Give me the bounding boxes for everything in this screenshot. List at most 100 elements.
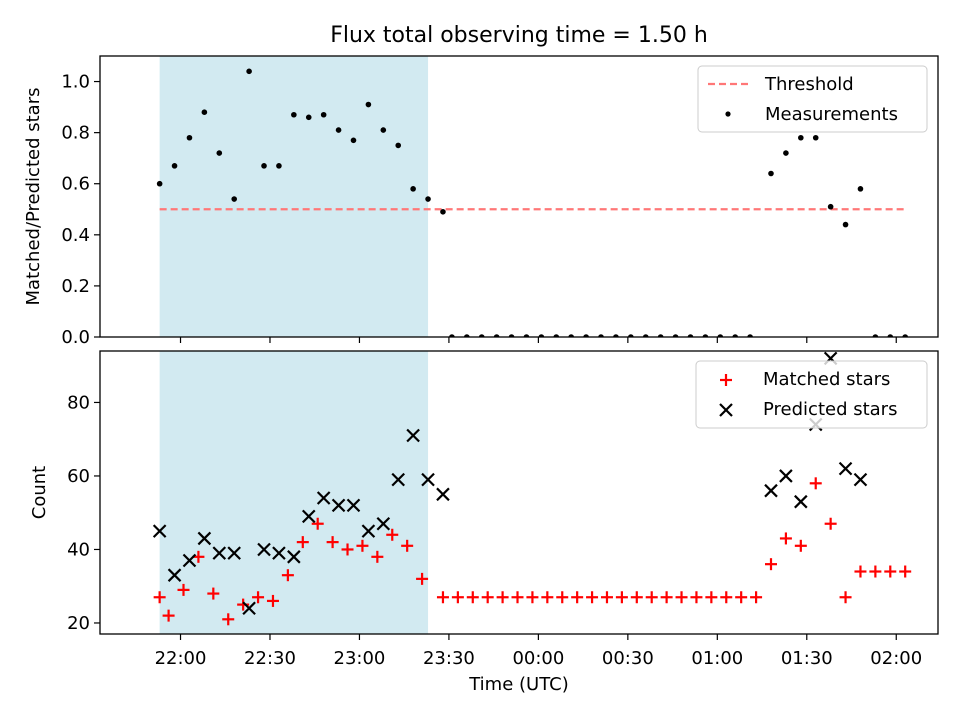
matched-star-point xyxy=(356,539,369,552)
measurement-point xyxy=(887,334,894,337)
y-tick-label: 0.2 xyxy=(61,276,90,297)
measurement-point xyxy=(768,170,774,177)
matched-star-point xyxy=(809,477,822,490)
x-tick-label: 23:00 xyxy=(334,648,386,669)
predicted-star-point xyxy=(853,472,868,487)
measurement-point xyxy=(783,150,789,156)
predicted-star-point xyxy=(331,498,346,513)
measurement-point xyxy=(842,221,849,228)
matched-star-point xyxy=(869,565,882,578)
measurement-point xyxy=(902,334,908,337)
measurement-point xyxy=(523,334,530,337)
measurement-point xyxy=(449,334,455,337)
predicted-star-point xyxy=(794,494,808,509)
x-axis-label: Time (UTC) xyxy=(468,674,569,695)
measurements-legend-swatch xyxy=(725,111,731,117)
measurement-point xyxy=(335,127,342,133)
measurement-point xyxy=(583,334,589,337)
measurement-point xyxy=(553,334,560,337)
matched-star-point xyxy=(371,550,384,563)
matched-star-point xyxy=(511,591,524,604)
matched-star-point xyxy=(481,591,494,604)
predicted-star-point xyxy=(197,531,212,546)
measurement-point xyxy=(628,334,634,337)
measurement-point xyxy=(201,109,208,115)
measurement-point xyxy=(747,334,753,337)
predicted-star-point xyxy=(316,491,331,505)
measurement-point xyxy=(261,163,267,169)
measurement-point xyxy=(305,114,312,121)
measurement-point xyxy=(687,334,694,337)
predicted-star-point xyxy=(346,498,361,513)
x-tick-label: 22:30 xyxy=(244,648,296,669)
matched-star-point xyxy=(571,591,584,604)
measurement-point xyxy=(568,334,574,337)
matched-star-point xyxy=(854,565,867,578)
measurement-point xyxy=(216,150,223,156)
measurements-legend-label: Measurements xyxy=(765,104,898,125)
matched-star-point xyxy=(466,591,479,604)
matched-star-point xyxy=(237,598,250,611)
matched-star-point xyxy=(311,517,324,530)
matched-star-point xyxy=(526,591,539,604)
x-tick-label: 00:00 xyxy=(512,648,564,669)
matched-star-point xyxy=(615,591,628,604)
predicted-star-point xyxy=(764,483,778,498)
predicted-legend-swatch xyxy=(719,403,733,417)
predicted-star-point xyxy=(779,469,793,483)
y-tick-label: 0.6 xyxy=(61,174,90,195)
measurement-point xyxy=(291,111,297,118)
matched-star-point xyxy=(266,594,279,607)
matched-star-point xyxy=(541,591,554,604)
predicted-star-point xyxy=(391,472,405,487)
matched-star-point xyxy=(690,591,703,604)
y-tick-label: 0.0 xyxy=(61,327,90,348)
matched-star-point xyxy=(222,613,235,626)
matched-star-point xyxy=(386,528,399,541)
measurement-point xyxy=(276,163,282,169)
predicted-star-point xyxy=(838,461,853,476)
x-tick-label: 22:00 xyxy=(155,648,207,669)
measurement-point xyxy=(410,186,416,192)
bottom-legend-box xyxy=(695,360,928,429)
measurement-point xyxy=(156,180,163,187)
measurement-point xyxy=(538,334,545,337)
bottom-panel: 20 40 60 80 22:00 22:30 23:00 23:30 00:00 00:30 0… xyxy=(29,350,939,695)
matched-star-point xyxy=(779,532,792,545)
predicted-star-point xyxy=(376,516,391,531)
measurement-point xyxy=(380,127,387,133)
measurement-point xyxy=(493,334,500,337)
matched-star-point xyxy=(153,591,166,604)
matched-star-point xyxy=(177,583,190,596)
measurement-point xyxy=(246,68,252,75)
matched-star-point xyxy=(436,591,449,604)
matched-star-point xyxy=(556,591,569,604)
predicted-star-point xyxy=(272,546,286,560)
matched-star-point xyxy=(207,587,220,600)
matched-star-point xyxy=(252,591,265,604)
matched-star-point xyxy=(884,565,897,578)
top-panel: 0.0 0.2 0.4 0.6 0.8 1.0 Matched/Predicted sta… xyxy=(23,55,939,348)
matched-legend-swatch xyxy=(720,374,732,386)
measurement-point xyxy=(827,203,834,210)
y-tick-label: 1.0 xyxy=(61,72,90,93)
predicted-star-point xyxy=(227,546,241,560)
predicted-star-point xyxy=(361,524,376,538)
matched-star-point xyxy=(705,591,718,604)
predicted-legend-label: Predicted stars xyxy=(763,399,897,420)
y-tick-label: 60 xyxy=(67,466,90,487)
matched-star-point xyxy=(586,591,599,604)
x-tick-label: 23:30 xyxy=(423,648,475,669)
matched-star-point xyxy=(899,565,912,578)
y-tick-label: 0.8 xyxy=(61,123,90,144)
matched-star-point xyxy=(600,591,613,604)
measurement-point xyxy=(478,334,485,337)
matched-star-point xyxy=(660,591,673,604)
measurement-point xyxy=(171,163,178,169)
predicted-star-point xyxy=(167,568,182,582)
y-tick-label: 20 xyxy=(67,613,90,634)
measurement-point xyxy=(598,334,604,337)
measurement-point xyxy=(186,134,193,141)
measurement-point xyxy=(798,134,804,141)
